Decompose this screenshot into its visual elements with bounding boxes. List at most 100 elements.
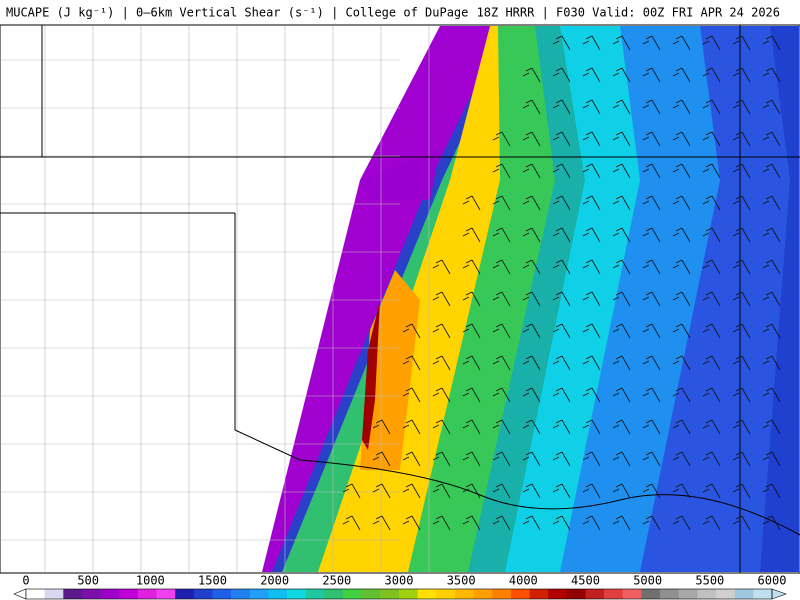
colorbar-swatch	[44, 589, 64, 599]
wind-barb	[612, 131, 631, 147]
wind-barb	[522, 387, 541, 403]
colorbar-swatch	[660, 589, 680, 599]
colorbar-swatch	[510, 589, 530, 599]
wind-barb	[402, 355, 421, 371]
wind-barb	[732, 131, 751, 147]
wind-barb	[552, 291, 571, 307]
map-area	[0, 24, 800, 574]
wind-barb	[642, 355, 661, 371]
wind-barb	[702, 99, 721, 115]
wind-barb	[732, 323, 751, 339]
wind-barb	[582, 483, 601, 499]
wind-barb	[372, 483, 391, 499]
header-bar	[0, 0, 800, 25]
colorbar-swatch	[436, 589, 456, 599]
wind-barb	[642, 131, 661, 147]
wind-barb	[642, 483, 661, 499]
wind-barb	[762, 387, 781, 403]
wind-barb	[612, 99, 631, 115]
wind-barb	[582, 163, 601, 179]
wind-barb	[612, 195, 631, 211]
wind-barb	[582, 387, 601, 403]
colorbar-tick-label: 500	[77, 574, 99, 588]
wind-barb	[432, 259, 451, 275]
colorbar-swatch	[324, 589, 344, 599]
wind-barb	[702, 67, 721, 83]
river-border	[299, 459, 800, 536]
wind-barb	[762, 163, 781, 179]
wind-barb	[462, 387, 481, 403]
wind-barb	[372, 451, 391, 467]
wind-barb	[702, 323, 721, 339]
wind-barb	[462, 483, 481, 499]
wind-barb	[582, 131, 601, 147]
wind-barb	[402, 483, 421, 499]
wind-barb	[642, 387, 661, 403]
wind-barb	[522, 515, 541, 531]
wind-barb	[582, 419, 601, 435]
wind-barb	[762, 67, 781, 83]
wind-barb	[672, 323, 691, 339]
wind-barb	[642, 451, 661, 467]
wind-barb	[672, 163, 691, 179]
wind-barb	[552, 259, 571, 275]
wind-barb	[342, 483, 361, 499]
wind-barb	[522, 419, 541, 435]
wind-barb	[462, 227, 481, 243]
colorbar-swatch	[175, 589, 195, 599]
wind-barb	[582, 67, 601, 83]
wind-barb	[432, 451, 451, 467]
field-band	[640, 26, 799, 572]
wind-barb	[552, 483, 571, 499]
wind-barb	[492, 163, 511, 179]
wind-barb	[402, 515, 421, 531]
wind-barb	[552, 387, 571, 403]
wind-barb	[432, 483, 451, 499]
wind-barb	[552, 451, 571, 467]
wind-barb	[732, 419, 751, 435]
wind-barb	[462, 259, 481, 275]
wind-barb	[522, 99, 541, 115]
wind-barb	[492, 355, 511, 371]
wind-barb	[672, 131, 691, 147]
wind-barb	[522, 227, 541, 243]
colorbar-tick-label: 3000	[385, 574, 414, 588]
wind-barb	[702, 131, 721, 147]
wind-barb	[432, 323, 451, 339]
wind-barb	[672, 35, 691, 51]
wind-barb	[642, 419, 661, 435]
wind-barb	[552, 195, 571, 211]
wind-barb	[612, 515, 631, 531]
wind-barb	[612, 451, 631, 467]
colorbar-swatch	[734, 589, 754, 599]
wind-barb	[762, 291, 781, 307]
wind-barb	[612, 259, 631, 275]
wind-barb	[762, 419, 781, 435]
wind-barb	[702, 451, 721, 467]
header-left: MUCAPE (J kg⁻¹) | 0–6km Vertical Shear (…	[6, 6, 468, 20]
wind-barb	[732, 451, 751, 467]
colorbar-arrow	[13, 588, 27, 600]
wind-barb	[552, 67, 571, 83]
wind-barb	[492, 195, 511, 211]
wind-barb	[672, 99, 691, 115]
wind-barb	[762, 483, 781, 499]
wind-barb	[762, 323, 781, 339]
wind-barb	[702, 163, 721, 179]
wind-barb	[582, 259, 601, 275]
wind-barb	[432, 291, 451, 307]
colorbar-tick-label: 0	[22, 574, 29, 588]
wind-barb	[612, 35, 631, 51]
wind-barb	[402, 419, 421, 435]
colorbar-swatch	[697, 589, 717, 599]
wind-barb	[732, 227, 751, 243]
colorbar-swatch	[81, 589, 101, 599]
wind-barb	[492, 131, 511, 147]
colorbar-swatch	[305, 589, 325, 599]
wind-barb	[762, 227, 781, 243]
wind-barb	[402, 387, 421, 403]
wind-barb	[552, 163, 571, 179]
wind-barb	[642, 35, 661, 51]
wind-barb	[672, 195, 691, 211]
colorbar-tick-label: 4000	[509, 574, 538, 588]
